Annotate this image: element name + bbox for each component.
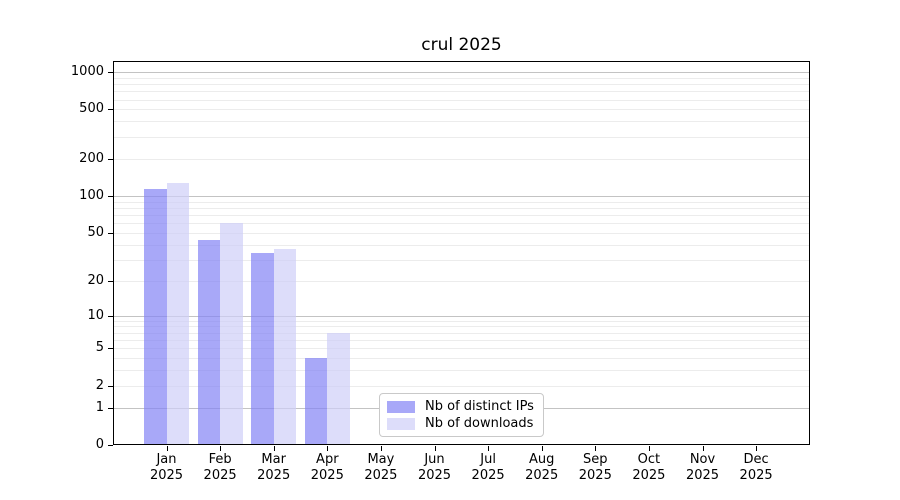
y-tick-label: 1 [95, 399, 104, 415]
legend: Nb of distinct IPs Nb of downloads [379, 393, 544, 437]
major-gridline [114, 195, 809, 197]
x-tick-label-jul: Jul 2025 [471, 452, 505, 483]
minor-gridline [114, 232, 809, 234]
minor-gridline [114, 280, 809, 282]
minor-gridline [114, 223, 809, 225]
x-tick-mark [541, 446, 543, 451]
y-tick-mark [108, 158, 113, 160]
minor-gridline [114, 91, 809, 93]
x-tick-mark [756, 446, 758, 451]
minor-gridline [114, 320, 809, 322]
bar-distinct-ips-jan [144, 188, 167, 445]
x-tick-label-dec: Dec 2025 [739, 452, 773, 483]
y-tick-mark [108, 232, 113, 234]
x-tick-mark [220, 446, 222, 451]
minor-gridline [114, 84, 809, 86]
x-tick-label-aug: Aug 2025 [525, 452, 559, 483]
minor-gridline [114, 207, 809, 209]
y-tick-mark [108, 109, 113, 111]
x-tick-mark [488, 446, 490, 451]
x-tick-mark [327, 446, 329, 451]
minor-gridline [114, 358, 809, 360]
x-tick-mark [380, 446, 382, 451]
x-tick-mark [595, 446, 597, 451]
x-tick-mark [434, 446, 436, 451]
bar-downloads-apr [327, 332, 350, 445]
x-tick-label-may: May 2025 [364, 452, 398, 483]
y-tick-label: 100 [79, 187, 104, 203]
plot-border [113, 61, 810, 445]
x-tick-mark [166, 446, 168, 451]
legend-item-downloads: Nb of downloads [387, 415, 535, 432]
minor-gridline [114, 214, 809, 216]
legend-item-distinct-ips: Nb of distinct IPs [387, 398, 535, 415]
legend-swatch-distinct-ips [387, 400, 415, 413]
x-tick-label-sep: Sep 2025 [578, 452, 612, 483]
minor-gridline [114, 340, 809, 341]
bar-downloads-feb [220, 223, 243, 445]
minor-gridline [114, 158, 809, 160]
bar-downloads-jan [166, 183, 189, 445]
x-tick-label-feb: Feb 2025 [203, 452, 237, 483]
minor-gridline [114, 109, 809, 111]
x-tick-mark [648, 446, 650, 451]
legend-swatch-downloads [387, 417, 415, 430]
major-gridline [114, 72, 809, 73]
minor-gridline [114, 77, 809, 79]
y-tick-label: 200 [79, 150, 104, 166]
minor-gridline [114, 121, 809, 123]
y-tick-mark [108, 348, 113, 350]
x-tick-label-oct: Oct 2025 [632, 452, 666, 483]
y-tick-mark [108, 195, 113, 197]
minor-gridline [114, 201, 809, 203]
x-tick-mark [702, 446, 704, 451]
y-tick-mark [108, 280, 113, 282]
y-tick-mark [108, 445, 113, 446]
y-tick-label: 10 [87, 307, 104, 323]
bar-distinct-ips-apr [304, 358, 328, 445]
major-gridline [114, 315, 809, 317]
y-tick-label: 500 [79, 101, 104, 117]
x-tick-label-jun: Jun 2025 [417, 452, 452, 483]
minor-gridline [114, 99, 809, 101]
y-tick-label: 2 [95, 377, 104, 393]
minor-gridline [114, 348, 809, 350]
y-tick-mark [108, 407, 113, 409]
minor-gridline [114, 332, 809, 334]
legend-label-distinct-ips: Nb of distinct IPs [425, 399, 534, 414]
minor-gridline [114, 326, 809, 328]
minor-gridline [114, 385, 809, 387]
y-tick-mark [108, 385, 113, 387]
x-tick-mark [273, 446, 275, 451]
x-tick-label-jan: Jan 2025 [149, 452, 184, 483]
x-tick-label-nov: Nov 2025 [685, 452, 720, 483]
minor-gridline [114, 136, 809, 138]
legend-label-downloads: Nb of downloads [425, 416, 534, 431]
minor-gridline [114, 259, 809, 261]
y-tick-label: 50 [87, 224, 104, 240]
y-tick-label: 0 [95, 437, 104, 452]
y-tick-label: 5 [95, 340, 104, 356]
y-tick-mark [108, 72, 113, 73]
chart-title: crul 2025 [421, 35, 502, 55]
bar-downloads-mar [273, 248, 297, 445]
x-tick-label-mar: Mar 2025 [257, 452, 291, 483]
x-tick-label-apr: Apr 2025 [310, 452, 344, 483]
bar-distinct-ips-feb [197, 239, 221, 445]
minor-gridline [114, 370, 809, 372]
bar-distinct-ips-mar [251, 253, 274, 445]
y-tick-mark [108, 315, 113, 317]
y-tick-label: 20 [87, 272, 104, 288]
minor-gridline [114, 244, 809, 246]
y-tick-label: 1000 [70, 64, 104, 79]
